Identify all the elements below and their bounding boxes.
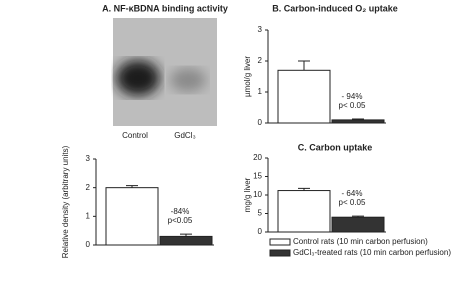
gel-title: A. NF-κBDNA binding activity	[102, 3, 228, 13]
bar	[331, 216, 385, 233]
gel-band	[170, 68, 206, 92]
y-axis-label: mg/g liver	[243, 177, 252, 212]
error-bar	[180, 233, 192, 237]
lane-label: Control	[122, 131, 148, 140]
y-tick-label: 15	[253, 172, 262, 181]
annotation: p< 0.05	[339, 101, 366, 110]
legend-label: GdCl₃-treated rats (10 min carbon perfus…	[293, 248, 451, 257]
y-tick-label: 2	[258, 56, 263, 65]
bar	[105, 187, 159, 246]
y-tick-label: 0	[258, 118, 263, 127]
error-bar	[352, 118, 364, 120]
bar	[159, 235, 213, 246]
y-tick-label: 2	[86, 183, 91, 192]
legend-swatch	[269, 249, 291, 257]
y-tick-label: 3	[258, 25, 263, 34]
y-tick-label: 20	[253, 153, 262, 162]
y-tick-label: 1	[86, 211, 91, 220]
chart-title: C. Carbon uptake	[298, 142, 373, 152]
error-bar	[352, 215, 364, 218]
y-axis-label: µmol/g liver	[243, 56, 252, 97]
y-tick-label: 5	[258, 209, 263, 218]
annotation: p<0.05	[168, 216, 193, 225]
bar	[331, 119, 385, 124]
error-bar	[298, 187, 310, 191]
bar	[277, 69, 331, 124]
y-tick-label: 0	[258, 227, 263, 236]
bar	[277, 190, 331, 233]
legend-swatch	[269, 238, 291, 246]
error-bar	[126, 185, 138, 188]
error-bar	[298, 60, 310, 71]
annotation: p< 0.05	[339, 198, 366, 207]
y-axis-label: Relative density (arbitrary units)	[61, 145, 70, 258]
gel-band	[116, 60, 160, 96]
y-tick-label: 10	[253, 190, 262, 199]
chart-title: B. Carbon-induced O₂ uptake	[272, 3, 398, 13]
y-tick-label: 0	[86, 240, 91, 249]
y-tick-label: 3	[86, 154, 91, 163]
annotation: - 64%	[342, 189, 363, 198]
annotation: -84%	[171, 207, 190, 216]
y-tick-label: 1	[258, 87, 263, 96]
lane-label: GdCl₃	[174, 131, 195, 140]
annotation: - 94%	[342, 92, 363, 101]
legend-label: Control rats (10 min carbon perfusion)	[293, 237, 428, 246]
